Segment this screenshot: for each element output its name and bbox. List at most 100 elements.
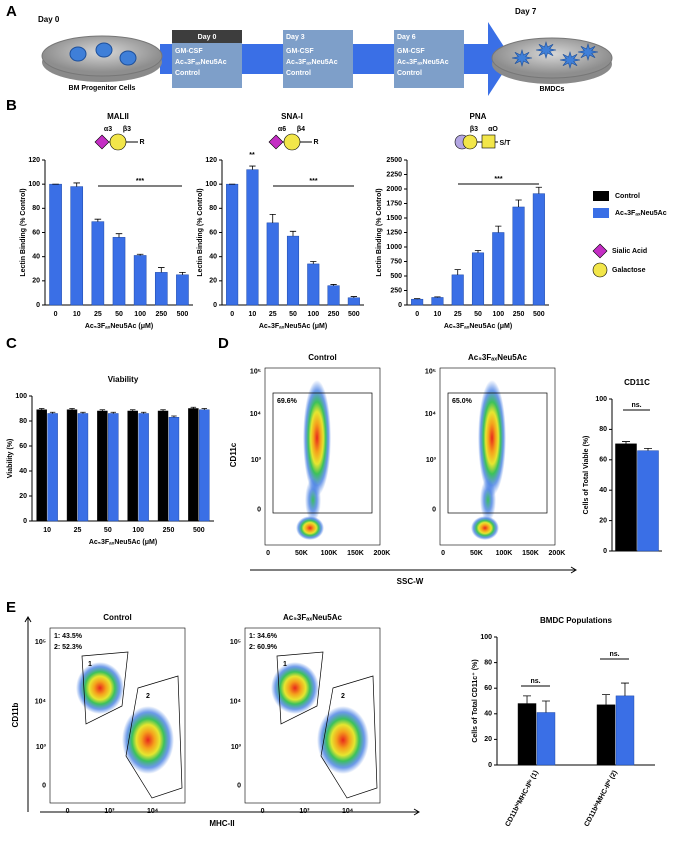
- y-tick-label: 0: [36, 302, 40, 309]
- y-tick-label: 1750: [386, 200, 402, 207]
- y-tick-label: 60: [599, 457, 607, 464]
- day-label: Day 0: [38, 15, 60, 24]
- x-tick-label: 25: [94, 311, 102, 318]
- legend-swatch: [593, 208, 609, 218]
- x-axis-arrow: [250, 566, 577, 574]
- galactose: [109, 133, 127, 151]
- bar: [347, 297, 360, 306]
- y-tick-label: 60: [209, 229, 217, 236]
- glycan-label: α6: [278, 126, 286, 133]
- caption: BM Progenitor Cells: [69, 85, 136, 92]
- bar: [596, 704, 616, 766]
- legend-symbol: [592, 243, 608, 259]
- x-tick-label: 250: [328, 311, 340, 318]
- bar: [176, 274, 189, 306]
- step-day: Day 6: [397, 34, 416, 41]
- panel-label: C: [6, 335, 17, 352]
- y-tick-label: 1500: [386, 215, 402, 222]
- bar: [112, 237, 126, 306]
- error-bar: [179, 271, 186, 275]
- x-tick-label: 200K: [374, 550, 391, 557]
- x-tick-label: 0: [441, 550, 445, 557]
- bar: [286, 235, 300, 306]
- galactose: [283, 133, 301, 151]
- glycan-label: β3: [123, 126, 131, 133]
- x-tick-label: 10: [434, 311, 442, 318]
- x-axis-label: MHC-II: [209, 819, 234, 828]
- error-bar: [140, 411, 147, 414]
- legend-label: Sialic Acid: [612, 248, 647, 255]
- y-tick-label: 2250: [386, 171, 402, 178]
- density-blob: [317, 706, 369, 774]
- error-bar: [350, 296, 358, 298]
- gate-number: 1: [88, 661, 92, 668]
- bar: [327, 285, 340, 306]
- bar: [133, 255, 147, 306]
- x-tick-label: 50: [474, 311, 482, 318]
- y-axis-label: Lectin Binding (% Control): [197, 188, 204, 276]
- bar: [431, 297, 444, 306]
- glycan-label: α3: [104, 126, 112, 133]
- error-bar: [129, 409, 136, 411]
- x-tick-label: 10³: [299, 808, 310, 815]
- y-tick-label: 100: [28, 181, 40, 188]
- y-tick-label: 10⁵: [425, 368, 436, 375]
- x-tick-label: 10: [73, 311, 81, 318]
- bar: [615, 443, 637, 552]
- plot-title: Ac₅3FₐₓNeu5Ac: [283, 613, 343, 622]
- x-tick-label: 10³: [104, 808, 115, 815]
- error-bar: [515, 199, 522, 207]
- chart-title: Viability: [108, 375, 139, 384]
- bar: [199, 409, 210, 522]
- y-tick-label: 120: [28, 157, 40, 164]
- bar: [36, 409, 47, 522]
- significance-label: **: [249, 152, 255, 159]
- y-tick-label: 40: [32, 254, 40, 261]
- y-tick-label: 80: [209, 205, 217, 212]
- bar: [512, 206, 525, 306]
- y-tick-label: 750: [390, 258, 402, 265]
- error-bar: [310, 261, 317, 264]
- x-tick-label: 0: [415, 311, 419, 318]
- y-tick-label: 100: [595, 396, 607, 403]
- error-bar: [158, 267, 165, 273]
- gate-label: 69.6%: [277, 398, 298, 405]
- step-line: Ac₅3FₐₓNeu5Ac: [397, 59, 449, 66]
- legend-label: Galactose: [612, 267, 646, 274]
- error-bar: [49, 411, 56, 414]
- x-axis-arrow: [40, 808, 420, 816]
- step-line: Ac₅3FₐₓNeu5Ac: [286, 59, 338, 66]
- step-line: Control: [175, 70, 200, 77]
- x-tick-label: 0: [66, 808, 70, 815]
- x-tick-label: CD11bʰⁱMHC-IIˡᵒ (1): [504, 769, 540, 828]
- y-tick-label: 120: [205, 157, 217, 164]
- sialic-acid: [268, 134, 284, 150]
- y-axis-label: CD11b: [11, 702, 20, 727]
- x-tick-label: 50: [115, 311, 123, 318]
- chart-title: BMDC Populations: [540, 616, 613, 625]
- x-tick-label: 50K: [470, 550, 483, 557]
- bar: [127, 410, 138, 522]
- glycan-label: β4: [297, 126, 305, 133]
- x-tick-label: 500: [177, 311, 189, 318]
- error-bar: [160, 409, 166, 411]
- x-tick-label: 150K: [347, 550, 364, 557]
- bar: [138, 413, 149, 522]
- gate-number: 1: [283, 661, 287, 668]
- step-line: GM-CSF: [286, 48, 314, 55]
- y-tick-label: 100: [205, 181, 217, 188]
- bar: [517, 703, 537, 766]
- error-bar: [80, 411, 86, 414]
- glycan-label: R: [139, 139, 144, 146]
- gate: [272, 392, 373, 514]
- step-box: [283, 30, 353, 88]
- gate-label: 2: 52.3%: [54, 644, 83, 651]
- x-tick-label: 250: [163, 527, 175, 534]
- y-tick-label: 10³: [36, 744, 47, 751]
- y-tick-label: 0: [398, 302, 402, 309]
- y-tick-label: 2000: [386, 186, 402, 193]
- gate: [320, 675, 378, 799]
- dendritic-cell: [511, 48, 533, 68]
- error-bar: [69, 408, 75, 410]
- y-tick-label: 100: [480, 634, 492, 641]
